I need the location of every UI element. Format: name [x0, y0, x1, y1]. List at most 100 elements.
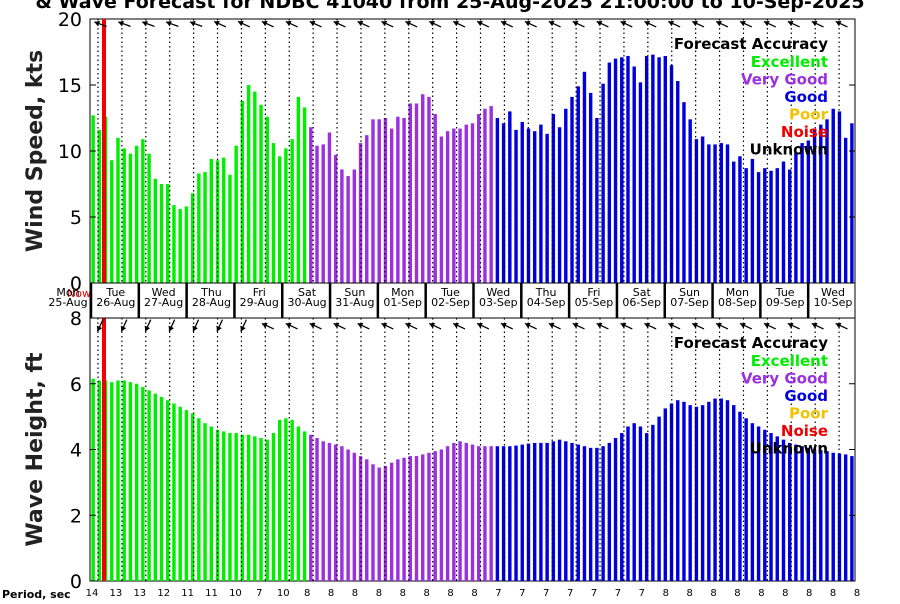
y-axis-label: Wind Speed, kts — [23, 50, 48, 252]
period-tick-label: 11 — [181, 588, 194, 599]
direction-arrow-icon — [96, 319, 104, 332]
bar — [707, 401, 711, 581]
direction-arrow-icon — [237, 20, 251, 28]
bar — [147, 153, 151, 283]
period-tick-label: 14 — [86, 588, 99, 599]
day-of-week-label: Wed — [821, 286, 845, 299]
bar — [346, 176, 350, 283]
bar — [97, 380, 102, 581]
direction-arrow-icon — [309, 20, 322, 28]
legend-title: Forecast Accuracy — [674, 35, 828, 53]
bar — [501, 446, 506, 581]
bar — [539, 124, 543, 283]
bar — [396, 116, 400, 284]
arrow-head — [477, 322, 483, 329]
bar — [669, 403, 674, 581]
date-label: 08-Sep — [718, 296, 757, 309]
arrow-head — [763, 20, 770, 27]
arrow-head — [500, 20, 507, 27]
bar — [464, 442, 468, 581]
arrow-head — [763, 322, 770, 329]
bar — [806, 447, 811, 581]
arrow-head — [453, 20, 459, 27]
day-of-week-label: Tue — [440, 286, 460, 299]
direction-arrow-icon — [357, 20, 370, 28]
bar — [626, 55, 630, 284]
wave-height-chart: 0 2 4 6 8 Wave Height, ft Forecast AccuracyExc… — [23, 308, 856, 593]
arrow-head — [620, 322, 627, 329]
date-label: 05-Sep — [575, 296, 614, 309]
y-tick-label: 15 — [58, 75, 82, 97]
bar — [582, 71, 587, 283]
arrow-head — [333, 322, 340, 329]
direction-arrow-icon — [381, 20, 394, 28]
direction-arrow-icon — [309, 322, 322, 330]
date-label: 10-Sep — [814, 296, 853, 309]
bar — [756, 426, 761, 581]
bar — [682, 102, 686, 283]
bar — [769, 170, 773, 283]
arrow-head — [357, 20, 364, 27]
bar — [458, 441, 462, 581]
legend-item: Noise — [781, 123, 828, 141]
bar — [122, 380, 126, 581]
direction-arrow-icon — [787, 20, 800, 28]
bar — [445, 446, 450, 581]
period-tick-label: 8 — [352, 588, 358, 599]
bar — [333, 154, 338, 283]
bar — [309, 434, 313, 581]
direction-arrow-icon — [644, 20, 657, 28]
bar — [333, 444, 338, 581]
y-tick-label: 2 — [70, 505, 82, 527]
bar — [557, 439, 562, 581]
bar — [340, 446, 344, 581]
bar — [414, 456, 419, 581]
bar — [632, 423, 636, 581]
bar — [819, 124, 823, 283]
period-tick-label: 7 — [639, 588, 645, 599]
day-of-week-label: Tue — [105, 286, 125, 299]
legend-item: Noise — [781, 422, 828, 440]
bar — [725, 400, 730, 581]
bar — [246, 85, 251, 283]
bar — [732, 161, 736, 283]
legend-item: Unknown — [750, 141, 828, 159]
bar — [682, 401, 686, 581]
direction-arrow-icon — [596, 322, 609, 330]
legend-item: Excellent — [751, 352, 828, 370]
bar — [253, 436, 257, 581]
bar — [607, 442, 612, 581]
bar — [688, 405, 692, 581]
day-of-week-label: Wed — [486, 286, 510, 299]
period-tick-label: 8 — [471, 588, 477, 599]
bar — [271, 143, 276, 283]
bar — [128, 153, 133, 283]
chart-title: & Wave Forecast for NDBC 41040 from 25-A… — [35, 0, 864, 13]
bar — [545, 133, 549, 283]
arrow-head — [285, 322, 292, 329]
period-tick-label: 8 — [830, 588, 836, 599]
bar — [532, 442, 537, 581]
bar — [700, 405, 705, 581]
bar — [259, 104, 263, 283]
bar — [794, 444, 798, 581]
bar — [756, 172, 761, 283]
bar — [290, 139, 294, 283]
direction-arrow-icon — [524, 322, 537, 330]
direction-arrow-icon — [192, 319, 200, 332]
arrow-head — [787, 20, 794, 27]
date-label: 04-Sep — [527, 296, 566, 309]
bar — [383, 465, 388, 581]
direction-arrow-icon — [144, 319, 152, 332]
direction-arrow-icon — [476, 20, 490, 28]
arrow-head — [572, 20, 579, 27]
bar — [532, 131, 537, 283]
direction-arrow-icon — [357, 322, 370, 330]
legend-item: Good — [784, 88, 828, 106]
bar — [246, 434, 251, 581]
bar — [222, 157, 226, 283]
bar — [122, 148, 126, 283]
bar — [843, 454, 848, 581]
bar — [178, 209, 182, 283]
